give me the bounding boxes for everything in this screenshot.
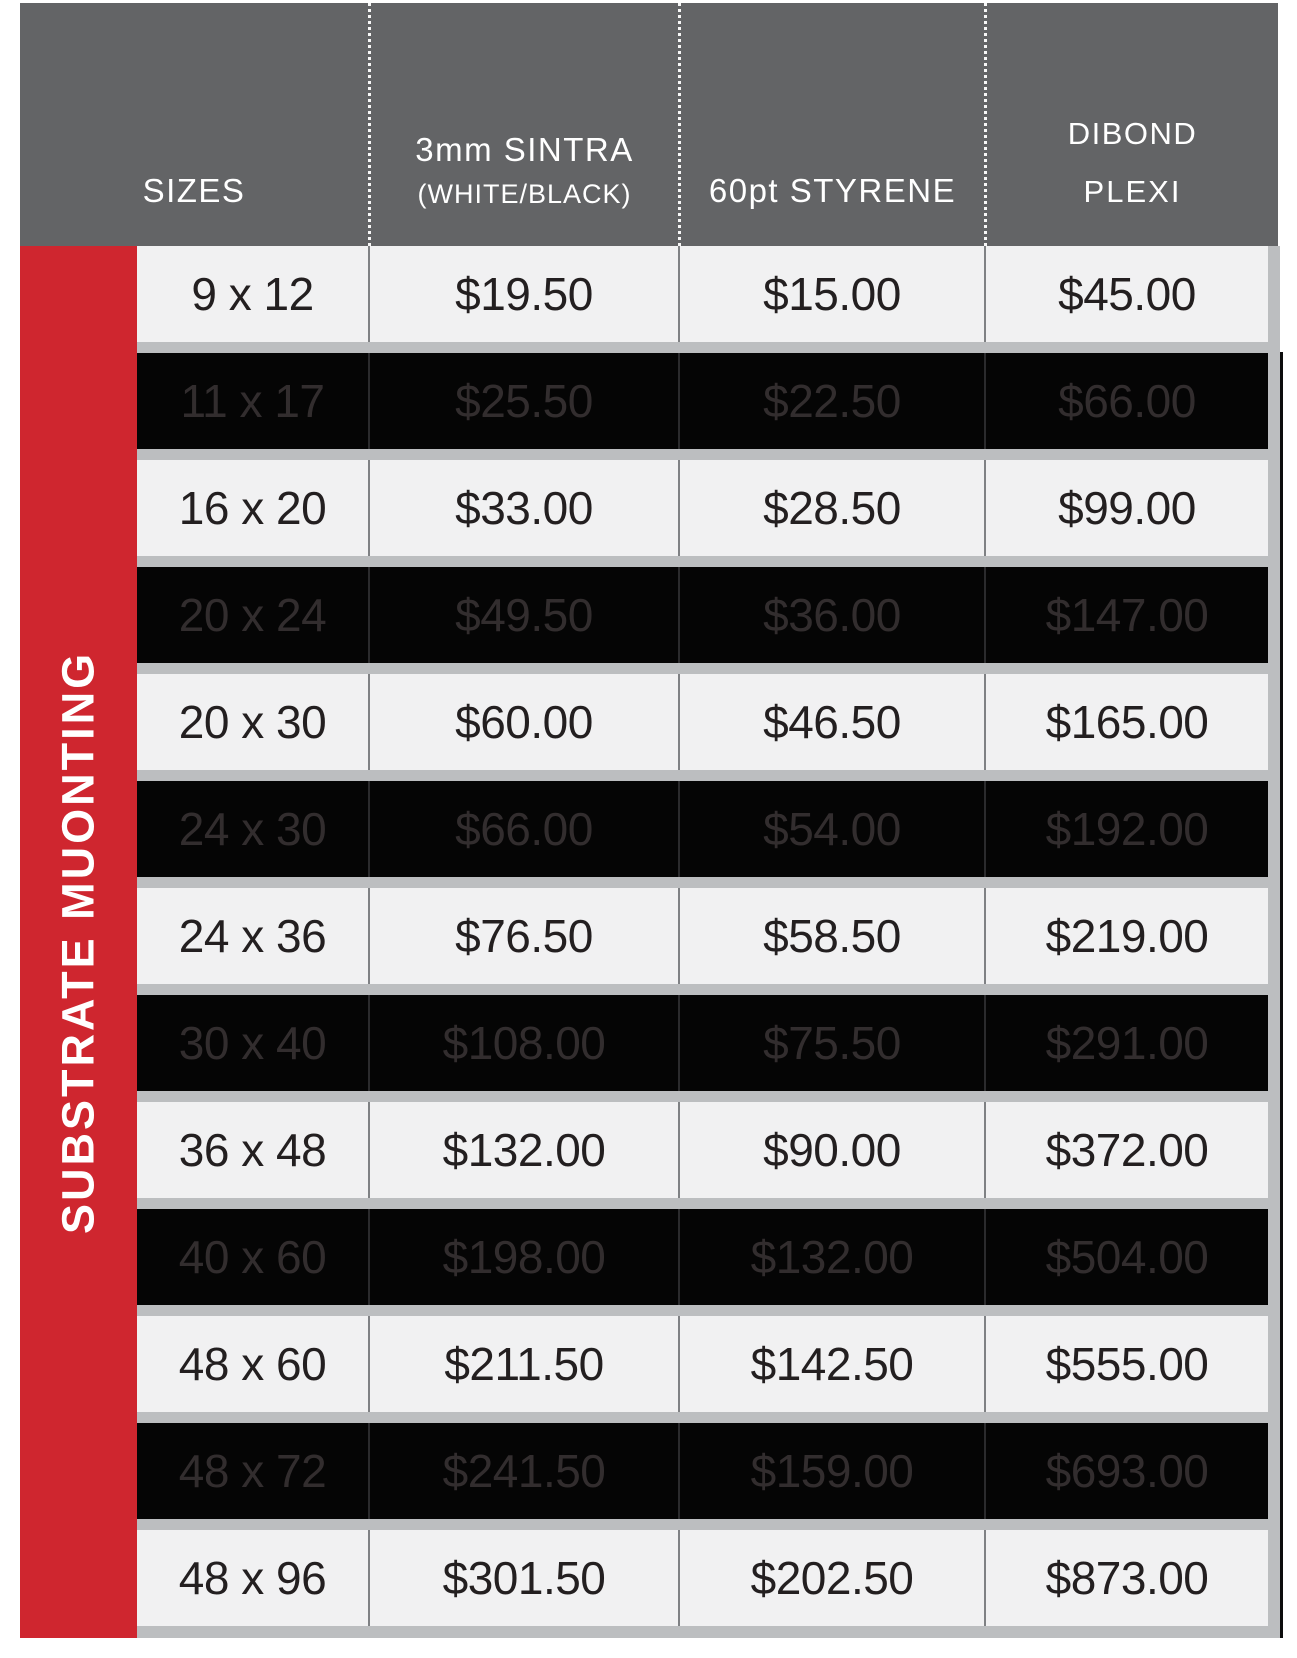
price-cell: $66.00 <box>368 781 678 877</box>
price-cell: $90.00 <box>678 1102 984 1198</box>
price-cell: $132.00 <box>368 1102 678 1198</box>
size-cell: 30 x 40 <box>178 1017 327 1069</box>
size-cell: 48 x 96 <box>178 1552 327 1604</box>
price-cell: $219.00 <box>984 888 1268 984</box>
table-row: 48 x 60 $211.50 $142.50 $555.00 <box>137 1316 1268 1412</box>
header-cell-dibond-plexi: DIBOND PLEXI <box>984 3 1278 246</box>
column-subtitle: (WHITE/BLACK) <box>417 179 632 209</box>
header-cell-styrene: 60pt STYRENE <box>678 3 984 246</box>
table-row: 30 x 40 $108.00 $75.50 $291.00 <box>137 995 1268 1091</box>
price-cell: $76.50 <box>368 888 678 984</box>
price-cell: $66.00 <box>984 353 1268 449</box>
price-cell: $211.50 <box>368 1316 678 1412</box>
price-cell: $108.00 <box>368 995 678 1091</box>
price-cell: $132.00 <box>678 1209 984 1305</box>
size-cell: 48 x 72 <box>178 1445 327 1497</box>
column-title: 3mm SINTRA <box>415 131 634 169</box>
size-cell: 36 x 48 <box>178 1124 327 1176</box>
price-cell: $75.50 <box>678 995 984 1091</box>
table-row: 9 x 12 $19.50 $15.00 $45.00 <box>137 246 1268 342</box>
price-cell: $142.50 <box>678 1316 984 1412</box>
price-cell: $54.00 <box>678 781 984 877</box>
size-cell: 20 x 24 <box>178 589 327 641</box>
substrate-mounting-band: SUBSTRATE MUONTING <box>20 246 137 1638</box>
table-row: 24 x 36 $76.50 $58.50 $219.00 <box>137 888 1268 984</box>
table-row: 48 x 72 $241.50 $159.00 $693.00 <box>137 1423 1268 1519</box>
table-row: 16 x 20 $33.00 $28.50 $99.00 <box>137 460 1268 556</box>
price-cell: $165.00 <box>984 674 1268 770</box>
price-cell: $22.50 <box>678 353 984 449</box>
column-title: SIZES <box>142 172 246 210</box>
column-title: 60pt STYRENE <box>708 172 957 210</box>
price-cell: $99.00 <box>984 460 1268 556</box>
price-cell: $372.00 <box>984 1102 1268 1198</box>
size-cell: 40 x 60 <box>178 1231 327 1283</box>
table-row: 48 x 96 $301.50 $202.50 $873.00 <box>137 1530 1268 1626</box>
column-title: DIBOND <box>1067 116 1198 152</box>
price-cell: $49.50 <box>368 567 678 663</box>
table-row: 24 x 30 $66.00 $54.00 $192.00 <box>137 781 1268 877</box>
table-row: 20 x 24 $49.50 $36.00 $147.00 <box>137 567 1268 663</box>
price-cell: $301.50 <box>368 1530 678 1626</box>
size-cell: 20 x 30 <box>178 696 327 748</box>
column-subtitle: PLEXI <box>1083 174 1182 209</box>
price-cell: $504.00 <box>984 1209 1268 1305</box>
price-cell: $159.00 <box>678 1423 984 1519</box>
price-cell: $25.50 <box>368 353 678 449</box>
price-cell: $873.00 <box>984 1530 1268 1626</box>
price-cell: $291.00 <box>984 995 1268 1091</box>
price-cell: $198.00 <box>368 1209 678 1305</box>
size-cell: 24 x 30 <box>178 803 327 855</box>
size-cell: 9 x 12 <box>191 268 314 320</box>
price-cell: $45.00 <box>984 246 1268 342</box>
size-cell: 16 x 20 <box>178 482 327 534</box>
table-row: 36 x 48 $132.00 $90.00 $372.00 <box>137 1102 1268 1198</box>
price-cell: $28.50 <box>678 460 984 556</box>
price-cell: $19.50 <box>368 246 678 342</box>
price-cell: $33.00 <box>368 460 678 556</box>
substrate-mounting-label: SUBSTRATE MUONTING <box>52 650 104 1234</box>
price-cell: $60.00 <box>368 674 678 770</box>
header-cell-sizes: SIZES <box>20 3 368 246</box>
price-cell: $202.50 <box>678 1530 984 1626</box>
table-row: 11 x 17 $25.50 $22.50 $66.00 <box>137 353 1268 449</box>
price-cell: $147.00 <box>984 567 1268 663</box>
price-cell: $58.50 <box>678 888 984 984</box>
price-cell: $693.00 <box>984 1423 1268 1519</box>
price-cell: $15.00 <box>678 246 984 342</box>
price-cell: $555.00 <box>984 1316 1268 1412</box>
size-cell: 24 x 36 <box>178 910 327 962</box>
price-cell: $192.00 <box>984 781 1268 877</box>
size-cell: 11 x 17 <box>180 375 325 427</box>
price-cell: $241.50 <box>368 1423 678 1519</box>
size-cell: 48 x 60 <box>178 1338 327 1390</box>
price-table-body: 9 x 12 $19.50 $15.00 $45.00 11 x 17 $25.50 $22… <box>137 246 1280 1638</box>
header-cell-sintra: 3mm SINTRA (WHITE/BLACK) <box>368 3 678 246</box>
table-row: 20 x 30 $60.00 $46.50 $165.00 <box>137 674 1268 770</box>
table-header: SIZES 3mm SINTRA (WHITE/BLACK) 60pt STYR… <box>20 3 1278 246</box>
price-cell: $46.50 <box>678 674 984 770</box>
table-edge-shadow <box>1280 352 1283 1638</box>
table-row: 40 x 60 $198.00 $132.00 $504.00 <box>137 1209 1268 1305</box>
price-cell: $36.00 <box>678 567 984 663</box>
